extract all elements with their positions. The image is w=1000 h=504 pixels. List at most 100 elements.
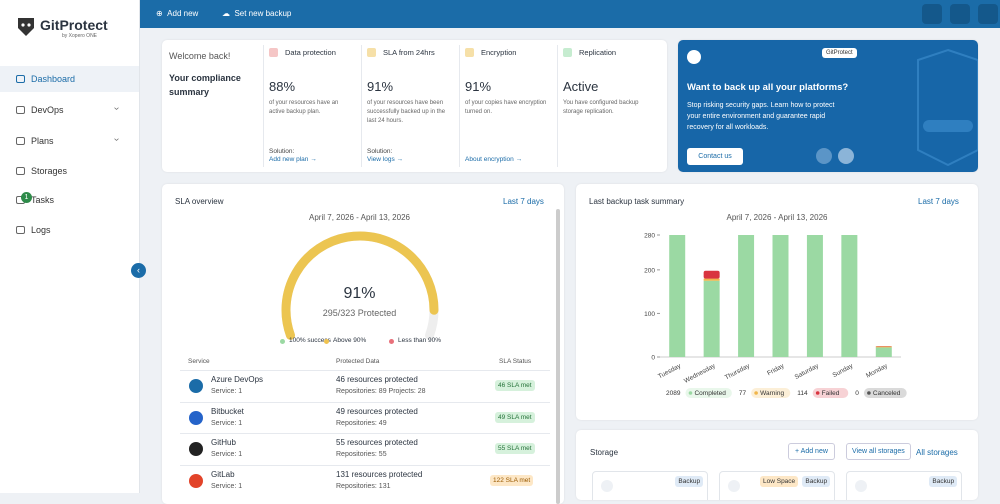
bar bbox=[773, 235, 789, 357]
label: Set new backup bbox=[234, 9, 291, 18]
legend-dot bbox=[867, 391, 871, 395]
bar bbox=[704, 281, 720, 357]
nav-item[interactable]: DevOps› bbox=[0, 97, 139, 123]
service-icon bbox=[189, 411, 203, 425]
item-title: Encryption bbox=[481, 48, 516, 57]
protected-data: 46 resources protected bbox=[336, 375, 418, 384]
welcome: Welcome back! bbox=[169, 51, 230, 61]
page: GitProtect by Xopero ONE ‹ Dashboard DevO… bbox=[0, 0, 1000, 493]
promo-card: GitProtect Want to back up all your plat… bbox=[678, 40, 978, 172]
legend-total: 0 bbox=[855, 390, 859, 397]
item-text: of your resources have been successfully… bbox=[367, 99, 451, 126]
solution-link[interactable]: Add new plan → bbox=[269, 156, 317, 163]
table-header: SLA Status bbox=[499, 358, 531, 365]
protected-count: 295/323 Protected bbox=[162, 308, 557, 318]
legend-label: Canceled bbox=[873, 390, 901, 397]
next-button[interactable] bbox=[838, 148, 854, 164]
storage-card-item[interactable]: Backup bbox=[592, 471, 708, 500]
protected-detail: Repositories: 55 bbox=[336, 451, 387, 458]
nav-label: Tasks bbox=[31, 195, 54, 205]
label: Add new bbox=[801, 448, 828, 455]
nav-item[interactable]: Logs bbox=[0, 217, 139, 243]
x-tick-label: Saturday bbox=[794, 362, 821, 381]
divider bbox=[557, 45, 558, 167]
promo-icon bbox=[687, 50, 701, 64]
nav-chevron: › bbox=[111, 138, 122, 141]
row-divider bbox=[180, 465, 550, 466]
legend-dot bbox=[280, 339, 285, 344]
bar bbox=[876, 347, 892, 348]
storage-card-item[interactable]: Backup bbox=[846, 471, 962, 500]
nav-label: Storages bbox=[31, 166, 67, 176]
service-icon bbox=[189, 379, 203, 393]
add-new-button[interactable]: ⊕ Add new bbox=[156, 9, 198, 18]
nav-icon bbox=[16, 137, 25, 145]
protected-detail: Repositories: 49 bbox=[336, 420, 387, 427]
help-button[interactable] bbox=[950, 4, 970, 24]
sla-status: 46 SLA met bbox=[495, 380, 535, 391]
legend-total: 2089 bbox=[666, 390, 681, 397]
compliance-card: Welcome back! Your compliance summary Da… bbox=[162, 40, 667, 172]
service-name: Azure DevOps bbox=[211, 375, 263, 384]
service-count: Service: 1 bbox=[211, 483, 242, 490]
bar bbox=[841, 235, 857, 357]
set-backup-button[interactable]: ☁ Set new backup bbox=[222, 9, 291, 18]
topbar: ⊕ Add new ☁ Set new backup bbox=[140, 0, 1000, 28]
storage-badge: Backup bbox=[802, 476, 830, 487]
status-icon bbox=[563, 48, 572, 57]
legend-total: 77 bbox=[739, 390, 747, 397]
service-count: Service: 1 bbox=[211, 388, 242, 395]
nav-item[interactable]: Plans› bbox=[0, 128, 139, 154]
item-title: Replication bbox=[579, 48, 616, 57]
brand-sub: by Xopero ONE bbox=[62, 33, 97, 39]
promo-title: Want to back up all your platforms? bbox=[687, 82, 848, 93]
legend-label: Failed bbox=[822, 390, 840, 397]
table-header: Service bbox=[188, 358, 210, 365]
item-value: 88% bbox=[269, 79, 295, 94]
brand: GitProtect bbox=[40, 17, 108, 33]
service-icon bbox=[189, 442, 203, 456]
sla-status: 55 SLA met bbox=[495, 443, 535, 454]
protected-detail: Repositories: 131 bbox=[336, 483, 390, 490]
divider bbox=[459, 45, 460, 167]
nav-item[interactable]: Dashboard bbox=[0, 66, 139, 92]
legend-dot bbox=[324, 339, 329, 344]
bar bbox=[738, 235, 754, 357]
item-text: of your resources have an active backup … bbox=[269, 99, 353, 117]
solution-link[interactable]: About encryption → bbox=[465, 156, 522, 163]
x-tick-label: Monday bbox=[865, 362, 889, 379]
nav-item[interactable]: Storages bbox=[0, 158, 139, 184]
bar bbox=[807, 235, 823, 357]
x-tick-label: Sunday bbox=[832, 362, 855, 379]
promo-text: Stop risking security gaps. Learn how to… bbox=[687, 100, 847, 133]
status-icon bbox=[465, 48, 474, 57]
y-tick-label: 100 bbox=[644, 311, 655, 318]
service-count: Service: 1 bbox=[211, 420, 242, 427]
service-name: Bitbucket bbox=[211, 407, 244, 416]
item-value: 91% bbox=[367, 79, 393, 94]
legend-dot bbox=[389, 339, 394, 344]
table-header: Protected Data bbox=[336, 358, 379, 365]
user-button[interactable] bbox=[978, 4, 998, 24]
storage-filter[interactable]: All storages bbox=[916, 448, 958, 457]
tasks-badge: 1 bbox=[21, 192, 32, 203]
logo-icon bbox=[16, 16, 36, 38]
monitor-button[interactable] bbox=[922, 4, 942, 24]
protected-detail: Repositories: 89 Projects: 28 bbox=[336, 388, 426, 395]
collapse-button[interactable]: ‹ bbox=[131, 263, 146, 278]
nav-chevron: › bbox=[111, 107, 122, 110]
scrollbar[interactable] bbox=[556, 209, 560, 504]
add-storage-button[interactable]: + Add new bbox=[788, 443, 835, 460]
contact-button[interactable]: Contact us bbox=[687, 148, 743, 165]
sla-status: 122 SLA met bbox=[490, 475, 533, 486]
item-value: Active bbox=[563, 79, 598, 94]
view-all-button[interactable]: View all storages bbox=[846, 443, 911, 460]
protected-data: 55 resources protected bbox=[336, 438, 418, 447]
prev-button[interactable] bbox=[816, 148, 832, 164]
legend-dot bbox=[754, 391, 758, 395]
solution-link[interactable]: View logs → bbox=[367, 156, 403, 163]
divider bbox=[361, 45, 362, 167]
